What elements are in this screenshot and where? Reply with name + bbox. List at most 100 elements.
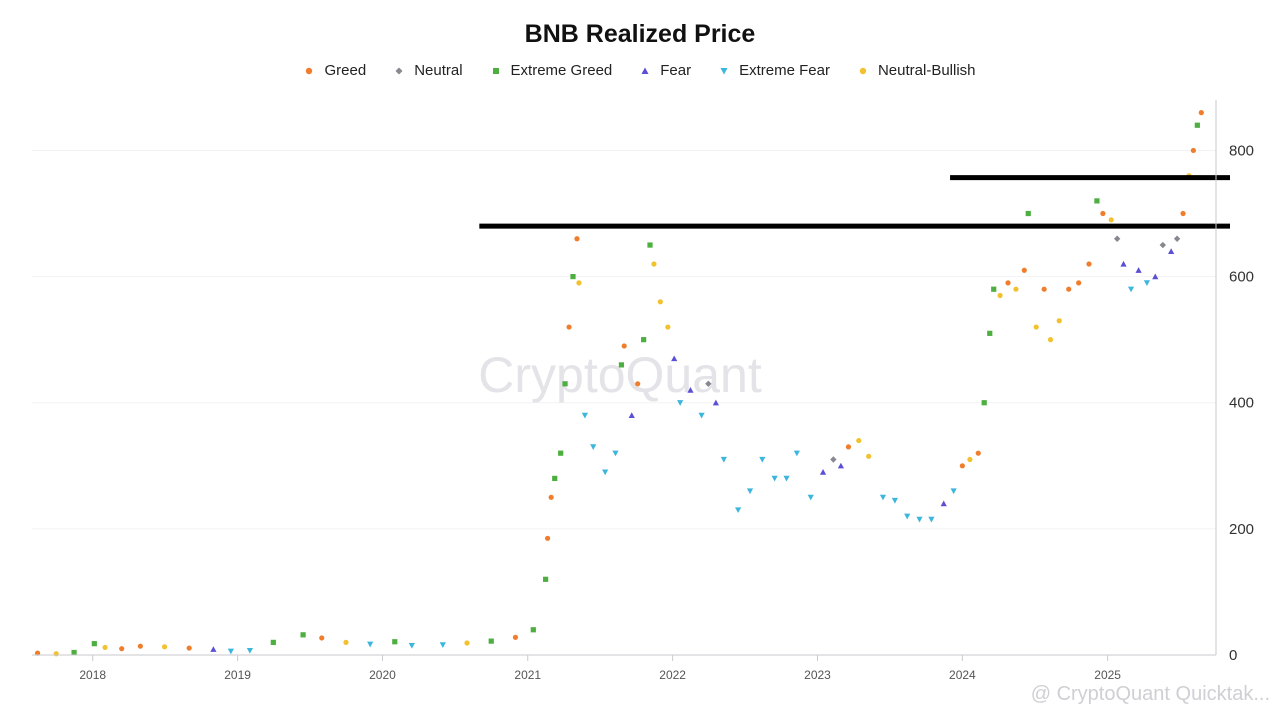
extreme-fear-point <box>408 642 415 649</box>
greed-point <box>845 444 852 450</box>
extreme-fear-point <box>677 400 684 406</box>
x-tick-label: 2024 <box>949 668 976 682</box>
extreme-fear-point <box>439 642 446 649</box>
fear-point <box>628 412 635 418</box>
greed-point <box>1190 147 1196 154</box>
extreme-fear-point <box>759 456 766 463</box>
extreme-fear-point <box>1143 280 1151 286</box>
extreme-greed-point <box>558 450 564 456</box>
extreme-greed-point <box>981 400 987 406</box>
extreme-greed-point <box>562 381 568 387</box>
fear-point <box>1135 267 1142 273</box>
legend-item-neutral[interactable]: Neutral <box>394 62 463 79</box>
extreme-fear-point <box>746 488 754 495</box>
greed-circle-icon <box>306 67 313 74</box>
greed-point <box>1180 210 1186 217</box>
greed-point <box>1198 110 1204 116</box>
fear-point <box>210 646 217 652</box>
x-tick-label: 2021 <box>514 668 541 682</box>
neutral-bullish-circle-icon <box>859 67 867 74</box>
y-tick-label: 200 <box>1229 521 1254 538</box>
extreme-greed-point <box>987 330 993 336</box>
neutral-bullish-point <box>657 299 663 305</box>
neutral-point <box>1159 241 1167 249</box>
extreme-greed-point <box>71 649 77 656</box>
fear-point <box>1152 273 1159 280</box>
greed-point <box>548 494 554 500</box>
extreme-fear-point <box>246 647 254 654</box>
extreme-greed-point <box>647 242 653 248</box>
extreme-greed-point <box>641 337 647 343</box>
extreme-greed-point <box>392 639 398 645</box>
greed-point <box>34 650 41 656</box>
extreme-fear-triangle-down-icon <box>720 67 728 74</box>
greed-point <box>1100 210 1106 217</box>
neutral-bullish-point <box>102 644 108 651</box>
greed-point <box>137 643 143 649</box>
credit-label: @ CryptoQuant Quicktak... <box>1031 683 1270 705</box>
fear-point <box>712 399 719 406</box>
x-tick-label: 2022 <box>659 668 686 682</box>
legend-item-fear[interactable]: Fear <box>640 62 691 79</box>
greed-point <box>975 450 981 456</box>
neutral-bullish-point <box>1108 217 1114 223</box>
x-tick-label: 2018 <box>79 668 106 682</box>
legend-item-greed[interactable]: Greed <box>304 62 366 79</box>
x-tick-label: 2019 <box>224 668 251 682</box>
legend-label-neutral: Neutral <box>414 62 463 79</box>
extreme-greed-point <box>530 627 536 633</box>
neutral-bullish-point <box>343 639 349 645</box>
fear-point <box>837 462 845 469</box>
greed-point <box>1041 286 1047 292</box>
annotation-layer <box>479 175 1230 229</box>
x-tick-label: 2023 <box>804 668 831 682</box>
extreme-fear-point <box>581 412 589 419</box>
neutral-diamond-icon <box>395 67 403 74</box>
fear-point <box>1168 248 1175 254</box>
neutral-bullish-point <box>1033 324 1039 330</box>
legend-item-neutral-bullish[interactable]: Neutral-Bullish <box>858 62 976 79</box>
legend-label-fear: Fear <box>660 62 692 79</box>
greed-point <box>319 635 325 641</box>
extreme-greed-point <box>552 475 558 482</box>
extreme-fear-point <box>602 469 609 476</box>
extreme-fear-point <box>1127 286 1135 293</box>
extreme-greed-point <box>1194 122 1200 128</box>
extreme-greed-point <box>570 273 576 280</box>
extreme-greed-point <box>300 632 306 638</box>
extreme-greed-square-icon <box>492 67 499 74</box>
neutral-bullish-point <box>161 644 168 650</box>
neutral-bullish-point <box>651 261 657 267</box>
extreme-fear-point <box>771 475 778 482</box>
extreme-fear-point <box>916 516 923 523</box>
fear-point <box>671 355 678 362</box>
extreme-greed-point <box>1094 198 1100 204</box>
chart-title: BNB Realized Price <box>524 20 756 48</box>
greed-point <box>119 646 125 652</box>
points-layer <box>34 110 1204 657</box>
fear-triangle-icon <box>641 67 649 74</box>
y-tick-label: 0 <box>1229 647 1237 664</box>
neutral-bullish-point <box>856 437 862 444</box>
greed-point <box>621 343 627 349</box>
extreme-fear-point <box>735 507 742 514</box>
x-tick-label: 2020 <box>369 668 396 682</box>
legend-item-extreme-greed[interactable]: Extreme Greed <box>491 62 612 79</box>
y-tick-label: 600 <box>1229 269 1254 286</box>
extreme-fear-point <box>367 641 374 648</box>
extreme-greed-point <box>1025 210 1031 217</box>
extreme-greed-point <box>618 362 625 368</box>
neutral-point <box>705 380 712 388</box>
fear-point <box>940 500 947 507</box>
legend-item-extreme-fear[interactable]: Extreme Fear <box>719 62 830 79</box>
legend-label-neutral-bullish: Neutral-Bullish <box>877 62 976 79</box>
neutral-bullish-point <box>866 453 872 459</box>
y-tick-label: 400 <box>1229 395 1254 412</box>
neutral-bullish-point <box>1013 286 1019 292</box>
extreme-greed-point <box>270 639 276 645</box>
legend-label-greed: Greed <box>324 62 367 79</box>
extreme-greed-point <box>488 638 494 644</box>
extreme-fear-point <box>904 513 911 520</box>
greed-point <box>512 634 519 640</box>
